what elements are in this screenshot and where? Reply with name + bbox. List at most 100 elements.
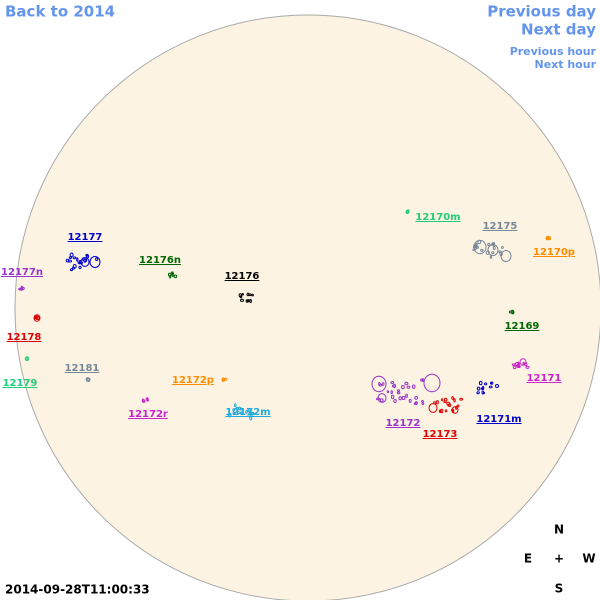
spot <box>404 381 409 386</box>
sunspot <box>89 256 101 268</box>
region-label[interactable]: 12172p <box>172 375 214 386</box>
spot <box>401 385 405 390</box>
spot <box>251 411 255 416</box>
region-label[interactable]: 12176 <box>225 271 260 282</box>
spot <box>83 258 88 263</box>
spot <box>390 390 393 395</box>
spot <box>68 256 73 260</box>
region-label[interactable]: 12173 <box>423 429 458 440</box>
spot <box>525 365 530 369</box>
spot <box>381 382 385 386</box>
next-day-link[interactable]: Next day <box>521 21 596 39</box>
region-label[interactable]: 12176n <box>139 255 181 266</box>
spot <box>239 295 243 299</box>
spot <box>446 401 451 406</box>
spot <box>392 384 395 388</box>
spot <box>444 397 448 402</box>
sunspot <box>423 373 441 393</box>
spot <box>501 246 504 249</box>
sunspot <box>428 403 438 413</box>
spot <box>459 397 464 401</box>
compass-north: N <box>554 523 564 537</box>
region-label[interactable]: 12178 <box>7 332 42 343</box>
spot <box>386 390 390 394</box>
active-region <box>405 209 410 215</box>
region-label[interactable]: 12172m <box>225 407 270 418</box>
region-label[interactable]: 12171 <box>527 373 562 384</box>
active-region <box>472 239 512 262</box>
next-hour-link[interactable]: Next hour <box>535 58 597 71</box>
region-label[interactable]: 12177 <box>68 232 103 243</box>
spot <box>228 412 232 418</box>
spot <box>142 399 146 403</box>
spot <box>251 293 254 297</box>
region-label[interactable]: 12177n <box>1 267 43 278</box>
spot <box>245 410 248 414</box>
spot <box>145 397 149 401</box>
active-region <box>65 252 101 272</box>
spot <box>236 411 241 415</box>
region-label[interactable]: 12170m <box>415 212 460 223</box>
region-label[interactable]: 12172 <box>386 418 421 429</box>
spot <box>393 399 397 403</box>
spot <box>456 404 460 408</box>
sunspot <box>451 406 459 414</box>
spot <box>406 210 410 214</box>
spot <box>481 385 485 390</box>
sunspot <box>33 314 41 322</box>
spot <box>240 298 244 302</box>
active-region <box>33 314 41 322</box>
region-label[interactable]: 12169 <box>505 321 540 332</box>
active-region <box>24 356 29 362</box>
sunspot <box>371 375 387 393</box>
spot <box>247 409 250 413</box>
spot <box>411 384 416 389</box>
spot <box>249 411 254 416</box>
active-region <box>18 285 25 291</box>
spot <box>495 384 499 388</box>
spot <box>248 293 252 297</box>
spot <box>70 268 73 272</box>
region-label[interactable]: 12171m <box>476 414 521 425</box>
spot <box>378 383 383 387</box>
spot <box>397 389 400 393</box>
sunspot <box>500 250 512 262</box>
compass-east: E <box>524 552 532 566</box>
previous-day-link[interactable]: Previous day <box>487 3 596 21</box>
spot <box>390 394 395 399</box>
spot <box>390 381 395 384</box>
spot <box>18 287 21 291</box>
spot <box>408 398 412 403</box>
previous-hour-link[interactable]: Previous hour <box>510 45 597 58</box>
spot <box>406 385 411 389</box>
region-labels: 12177 12176n 12176 12177n 12178 12179 12181 121… <box>1 212 575 440</box>
region-label[interactable]: 12172r <box>128 409 168 420</box>
spot <box>484 382 488 386</box>
back-link[interactable]: Back to 2014 <box>5 3 115 21</box>
spot <box>78 265 82 270</box>
spot <box>482 391 485 395</box>
spot <box>171 272 174 278</box>
spot <box>222 378 226 382</box>
active-region <box>545 235 552 241</box>
active-region <box>227 403 255 421</box>
spot <box>488 385 493 389</box>
region-label[interactable]: 12179 <box>3 378 38 389</box>
region-label[interactable]: 12175 <box>483 221 518 232</box>
region-label[interactable]: 12170p <box>533 247 575 258</box>
region-label[interactable]: 12181 <box>65 363 100 374</box>
spot <box>21 286 25 291</box>
spot <box>401 396 406 400</box>
sunspot <box>80 257 90 267</box>
spot <box>235 406 239 410</box>
spot <box>240 411 243 415</box>
active-region <box>371 373 441 406</box>
sunspot <box>377 393 387 403</box>
spot <box>516 364 519 368</box>
spot <box>241 293 244 296</box>
spot <box>232 408 236 412</box>
timestamp: 2014-09-28T11:00:33 <box>5 583 150 597</box>
spot <box>508 310 512 314</box>
spot <box>440 408 444 414</box>
